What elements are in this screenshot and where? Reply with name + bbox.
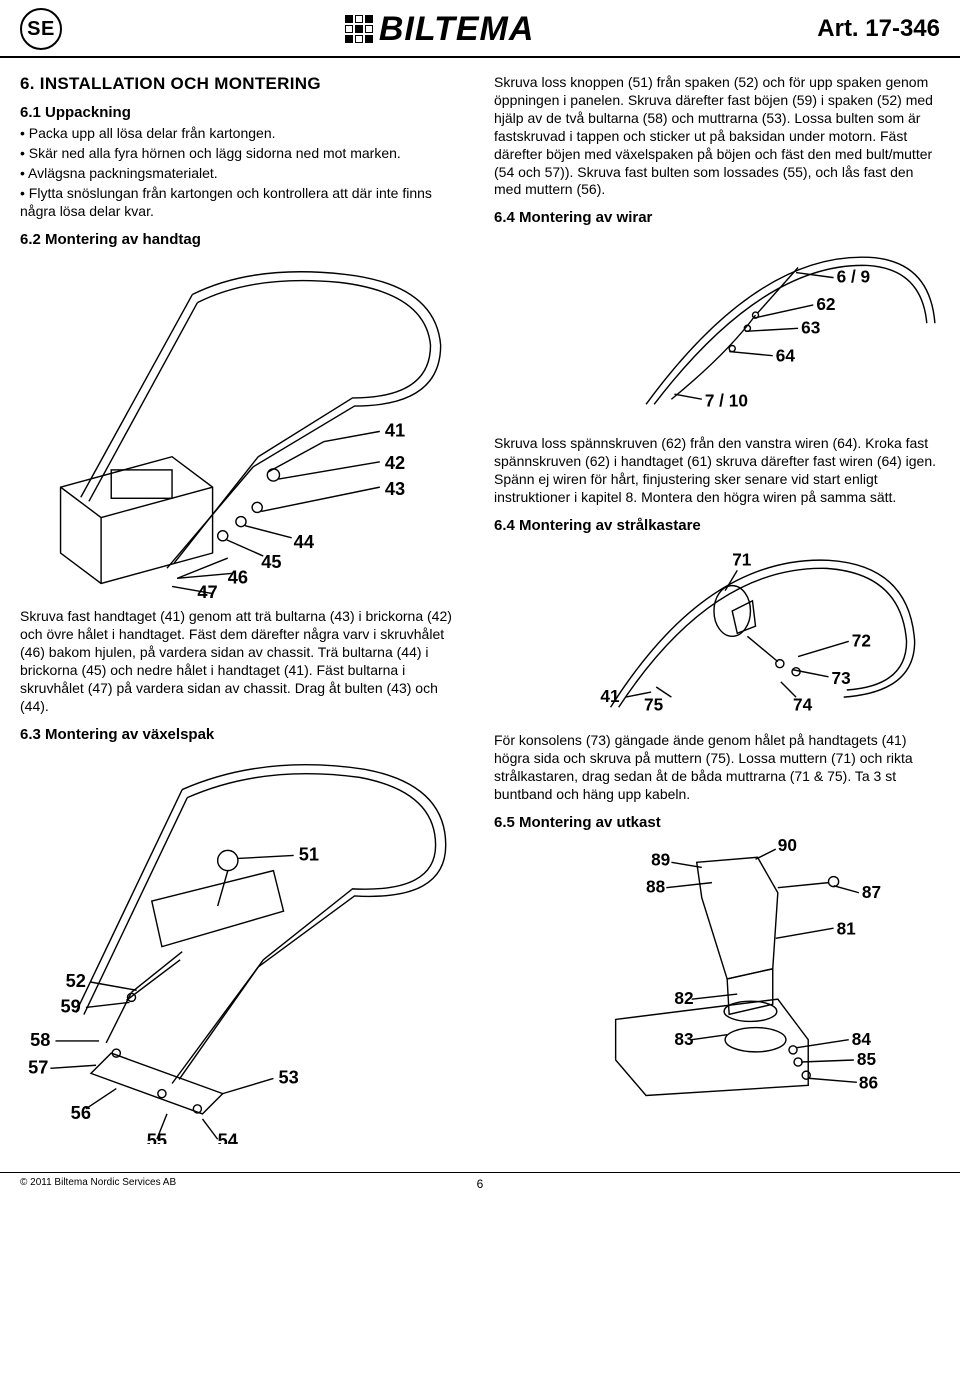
right-column: Skruva loss knoppen (51) från spaken (52… bbox=[494, 74, 940, 1154]
diagram-label: 41 bbox=[385, 419, 405, 440]
diagram-label: 56 bbox=[71, 1102, 91, 1123]
diagram-label: 81 bbox=[837, 918, 857, 938]
brand-logo: BILTEMA bbox=[345, 10, 535, 49]
diagram-label: 51 bbox=[299, 843, 319, 864]
page-footer: © 2011 Biltema Nordic Services AB 6 bbox=[0, 1172, 960, 1198]
left-column: 6. INSTALLATION OCH MONTERING 6.1 Uppack… bbox=[20, 74, 466, 1154]
diagram-label: 41 bbox=[600, 686, 620, 706]
para-6-4b: För konsolens (73) gängade ände genom hå… bbox=[494, 732, 940, 804]
diagram-label: 74 bbox=[793, 694, 813, 714]
language-badge: SE bbox=[20, 8, 62, 50]
heading-6-1: 6.1 Uppackning bbox=[20, 104, 466, 121]
diagram-label: 73 bbox=[832, 667, 851, 687]
diagram-label: 55 bbox=[147, 1129, 167, 1144]
diagram-label: 85 bbox=[857, 1049, 877, 1069]
diagram-label: 72 bbox=[852, 630, 871, 650]
bullet-item: Avlägsna packningsmaterialet. bbox=[20, 165, 466, 183]
heading-6-2: 6.2 Montering av handtag bbox=[20, 231, 466, 248]
diagram-label: 54 bbox=[218, 1129, 239, 1144]
heading-6-4-wirar: 6.4 Montering av wirar bbox=[494, 209, 940, 226]
brand-squares-icon bbox=[345, 15, 373, 43]
diagram-label: 53 bbox=[278, 1066, 298, 1087]
diagram-label: 7 / 10 bbox=[705, 391, 748, 411]
diagram-label: 6 / 9 bbox=[837, 267, 871, 287]
heading-6-5: 6.5 Montering av utkast bbox=[494, 814, 940, 831]
page-body: 6. INSTALLATION OCH MONTERING 6.1 Uppack… bbox=[0, 58, 960, 1162]
diagram-label: 44 bbox=[294, 530, 315, 551]
heading-6: 6. INSTALLATION OCH MONTERING bbox=[20, 74, 466, 94]
diagram-label: 45 bbox=[261, 551, 281, 572]
diagram-label: 64 bbox=[776, 346, 796, 366]
para-6-4a: Skruva loss spännskruven (62) från den v… bbox=[494, 435, 940, 507]
page-header: SE BILTEMA Art. 17-346 bbox=[0, 0, 960, 58]
diagram-label: 71 bbox=[732, 549, 752, 569]
diagram-label: 90 bbox=[778, 837, 797, 855]
diagram-6-5: 81 82 83 84 85 86 87 88 89 90 bbox=[494, 837, 940, 1101]
diagram-6-4a: 6 / 9 62 63 64 7 / 10 bbox=[494, 232, 940, 425]
diagram-label: 88 bbox=[646, 876, 666, 896]
bullets-6-1: Packa upp all lösa delar från kartongen.… bbox=[20, 125, 466, 221]
brand-text: BILTEMA bbox=[379, 10, 535, 49]
bullet-item: Skär ned alla fyra hörnen och lägg sidor… bbox=[20, 145, 466, 163]
heading-6-4-stralkastare: 6.4 Montering av strålkastare bbox=[494, 517, 940, 534]
diagram-label: 42 bbox=[385, 451, 405, 472]
diagram-label: 47 bbox=[197, 581, 217, 598]
diagram-label: 63 bbox=[801, 318, 820, 338]
diagram-label: 86 bbox=[859, 1072, 878, 1092]
para-6-2: Skruva fast handtaget (41) genom att trä… bbox=[20, 608, 466, 715]
diagram-label: 46 bbox=[228, 566, 248, 587]
bullet-item: Flytta snöslungan från kartongen och kon… bbox=[20, 185, 466, 221]
para-intro-right: Skruva loss knoppen (51) från spaken (52… bbox=[494, 74, 940, 199]
diagram-label: 58 bbox=[30, 1029, 50, 1050]
diagram-6-3: 51 52 53 54 55 56 57 58 59 bbox=[20, 749, 466, 1144]
diagram-label: 84 bbox=[852, 1028, 872, 1048]
diagram-label: 75 bbox=[644, 694, 664, 714]
diagram-label: 59 bbox=[61, 995, 81, 1016]
diagram-label: 52 bbox=[66, 970, 86, 991]
diagram-label: 89 bbox=[651, 849, 670, 869]
article-number: Art. 17-346 bbox=[817, 15, 940, 43]
diagram-label: 87 bbox=[862, 881, 881, 901]
diagram-label: 43 bbox=[385, 478, 405, 499]
diagram-label: 82 bbox=[674, 988, 693, 1008]
diagram-label: 62 bbox=[816, 294, 835, 314]
heading-6-3: 6.3 Montering av växelspak bbox=[20, 726, 466, 743]
diagram-6-2: 41 42 43 44 45 46 47 bbox=[20, 254, 466, 599]
bullet-item: Packa upp all lösa delar från kartongen. bbox=[20, 125, 466, 143]
copyright-text: © 2011 Biltema Nordic Services AB bbox=[20, 1177, 176, 1188]
diagram-6-4b: 41 71 72 73 74 75 bbox=[494, 540, 940, 722]
page-number: 6 bbox=[477, 1177, 484, 1191]
diagram-label: 83 bbox=[674, 1028, 693, 1048]
diagram-label: 57 bbox=[28, 1056, 48, 1077]
